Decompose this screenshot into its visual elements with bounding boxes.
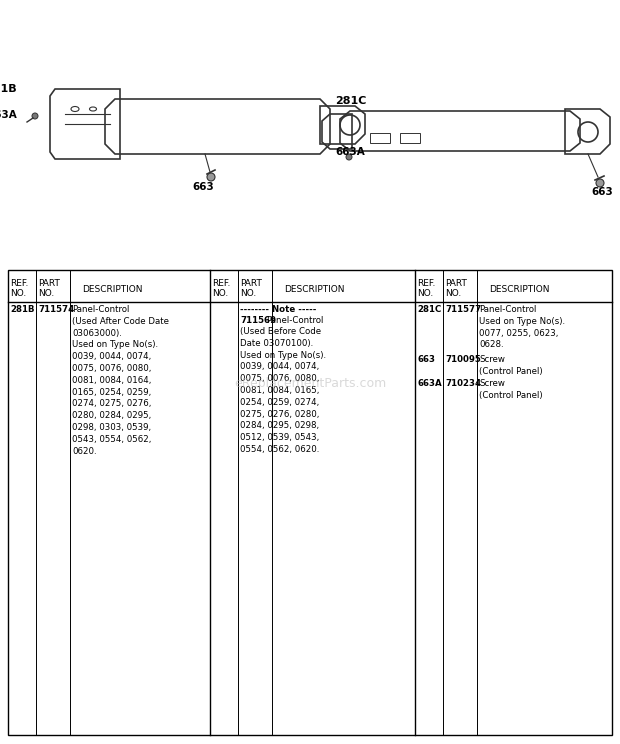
Text: -------- Note -----: -------- Note ----- <box>240 305 316 314</box>
Bar <box>370 133 390 143</box>
Text: PART: PART <box>38 280 60 289</box>
Text: PART: PART <box>240 280 262 289</box>
Text: 710095: 710095 <box>445 355 480 364</box>
Text: Panel-Control
(Used After Code Date
03063000).
Used on Type No(s).
0039, 0044, 0: Panel-Control (Used After Code Date 0306… <box>72 305 169 455</box>
Text: NO.: NO. <box>38 289 55 298</box>
Bar <box>400 133 420 143</box>
Text: REF.: REF. <box>417 280 435 289</box>
Text: 663A: 663A <box>417 379 441 388</box>
Bar <box>8 270 612 735</box>
Text: 281B: 281B <box>0 84 17 94</box>
Text: Screw
(Control Panel): Screw (Control Panel) <box>479 355 542 376</box>
Text: 281B: 281B <box>10 305 35 314</box>
Text: 663A: 663A <box>335 147 365 157</box>
Circle shape <box>32 113 38 119</box>
Text: DESCRIPTION: DESCRIPTION <box>489 284 549 293</box>
Text: (Used Before Code
Date 03070100).
Used on Type No(s).
0039, 0044, 0074,
0075, 00: (Used Before Code Date 03070100). Used o… <box>240 327 326 454</box>
Text: 711569: 711569 <box>240 316 276 325</box>
Text: DESCRIPTION: DESCRIPTION <box>82 284 143 293</box>
Circle shape <box>346 154 352 160</box>
Text: 663: 663 <box>591 187 613 197</box>
Text: DESCRIPTION: DESCRIPTION <box>284 284 345 293</box>
Text: NO.: NO. <box>240 289 256 298</box>
Text: 663: 663 <box>417 355 435 364</box>
Text: 711574: 711574 <box>38 305 74 314</box>
Text: NO.: NO. <box>445 289 461 298</box>
Text: 281C: 281C <box>335 96 366 106</box>
Text: Panel-Control
Used on Type No(s).
0077, 0255, 0623,
0628.: Panel-Control Used on Type No(s). 0077, … <box>479 305 565 350</box>
Text: 663A: 663A <box>0 110 17 120</box>
Text: 281C: 281C <box>417 305 441 314</box>
Text: 711577: 711577 <box>445 305 481 314</box>
Text: NO.: NO. <box>417 289 433 298</box>
Circle shape <box>207 173 215 181</box>
Text: 710234: 710234 <box>445 379 481 388</box>
Text: 663: 663 <box>192 182 214 192</box>
Text: Panel-Control: Panel-Control <box>266 316 324 325</box>
Circle shape <box>596 179 604 187</box>
Text: PART: PART <box>445 280 467 289</box>
Text: NO.: NO. <box>212 289 228 298</box>
Text: eReplacementParts.com: eReplacementParts.com <box>234 377 386 391</box>
Text: REF.: REF. <box>212 280 231 289</box>
Text: REF.: REF. <box>10 280 29 289</box>
Text: Screw
(Control Panel): Screw (Control Panel) <box>479 379 542 400</box>
Text: NO.: NO. <box>10 289 26 298</box>
